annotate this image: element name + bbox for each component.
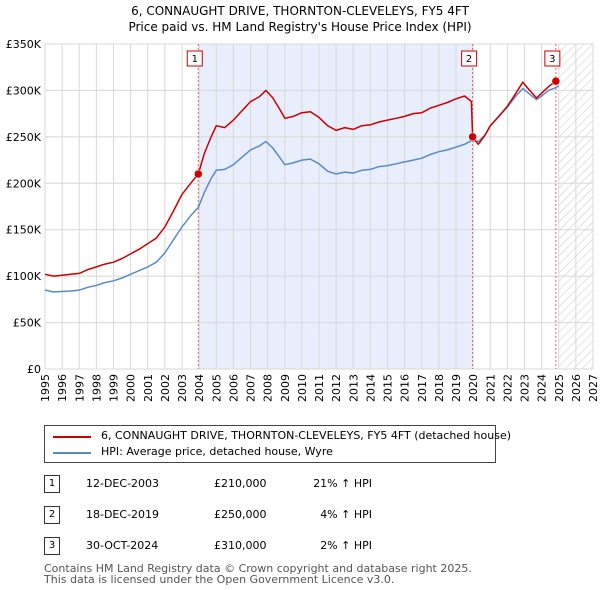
sale-point <box>194 169 203 179</box>
legend: 6, CONNAUGHT DRIVE, THORNTON-CLEVELEYS, … <box>44 425 511 463</box>
x-tick-label: 2012 <box>330 374 343 402</box>
x-tick-label: 2013 <box>347 374 360 402</box>
sale-label-box <box>186 50 203 67</box>
x-tick-label: 2002 <box>159 374 172 402</box>
sale-label-text: 2 <box>466 54 472 65</box>
sale-label-box <box>544 50 561 67</box>
x-tick-label: 2023 <box>519 374 532 402</box>
x-tick-label: 2004 <box>193 374 206 402</box>
x-tick-label: 1995 <box>39 374 52 402</box>
sale-hpi-diff: 4% ↑ HPI <box>320 508 372 521</box>
legend-label-property: 6, CONNAUGHT DRIVE, THORNTON-CLEVELEYS, … <box>101 429 512 442</box>
x-tick-label: 2017 <box>416 374 429 402</box>
chart-title-line1: 6, CONNAUGHT DRIVE, THORNTON-CLEVELEYS, … <box>131 4 469 18</box>
x-tick-label: 2008 <box>262 374 275 402</box>
property-price-line <box>44 78 560 277</box>
sale-hpi-diff: 2% ↑ HPI <box>320 539 372 552</box>
legend-swatch-property <box>53 436 91 438</box>
sale-label-text: 3 <box>549 54 555 65</box>
sale-price: £210,000 <box>214 477 267 490</box>
x-tick-label: 1997 <box>73 374 86 402</box>
x-tick-label: 1998 <box>90 374 103 402</box>
x-tick-label: 2001 <box>142 374 155 402</box>
y-tick-label: £300K <box>6 84 42 97</box>
ownership-shade <box>198 44 473 369</box>
y-tick-label: £100K <box>6 270 42 283</box>
sale-hpi-diff: 21% ↑ HPI <box>313 477 372 490</box>
y-tick-label: £350K <box>6 38 42 51</box>
sale-number-badge: 3 <box>44 537 60 555</box>
price-chart: 1 2 3 £0 £50K £100K £150K £200K £250K £300K £350K 1… <box>6 38 600 402</box>
sale-price: £310,000 <box>214 539 267 552</box>
footer-copyright: Contains HM Land Registry data © Crown c… <box>44 562 472 575</box>
x-tick-label: 2021 <box>484 374 497 402</box>
sale-date: 18-DEC-2019 <box>86 508 160 521</box>
x-tick-label: 2016 <box>399 374 412 402</box>
sale-date: 30-OCT-2024 <box>86 539 159 552</box>
x-tick-label: 1999 <box>108 374 121 402</box>
legend-label-hpi: HPI: Average price, detached house, Wyre <box>101 445 333 458</box>
y-tick-label: £50K <box>13 317 42 330</box>
sale-number-badge: 2 <box>44 506 60 524</box>
legend-swatch-hpi <box>53 452 91 454</box>
sale-number-badge: 1 <box>44 475 60 493</box>
x-tick-label: 2015 <box>382 374 395 402</box>
x-tick-label: 2027 <box>587 374 600 402</box>
x-tick-label: 2018 <box>433 374 446 402</box>
x-tick-label: 2024 <box>536 374 549 402</box>
x-tick-label: 2009 <box>279 374 292 402</box>
x-tick-label: 2010 <box>296 374 309 402</box>
sale-label-text: 1 <box>192 54 198 65</box>
x-tick-label: 2003 <box>176 374 189 402</box>
x-tick-label: 2020 <box>467 374 480 402</box>
x-tick-label: 2000 <box>125 374 138 402</box>
x-tick-label: 1996 <box>56 374 69 402</box>
x-tick-label: 2007 <box>245 374 258 402</box>
y-tick-label: £200K <box>6 177 42 190</box>
x-tick-label: 2011 <box>313 374 326 402</box>
x-tick-label: 2005 <box>210 374 223 402</box>
x-tick-label: 2026 <box>570 374 583 402</box>
chart-title-line2: Price paid vs. HM Land Registry's House … <box>128 20 472 34</box>
x-tick-label: 2025 <box>553 374 566 402</box>
sale-date: 12-DEC-2003 <box>86 477 160 490</box>
x-tick-label: 2019 <box>450 374 463 402</box>
sale-label-box <box>461 50 478 67</box>
y-tick-label: £250K <box>6 131 42 144</box>
sale-price: £250,000 <box>214 508 267 521</box>
footer-license: This data is licensed under the Open Gov… <box>44 573 395 586</box>
y-tick-label: £150K <box>6 224 42 237</box>
x-tick-label: 2022 <box>501 374 514 402</box>
x-tick-label: 2014 <box>364 374 377 402</box>
sale-point <box>468 132 477 142</box>
y-tick-label: £0 <box>27 363 41 376</box>
sale-point <box>551 76 561 86</box>
x-tick-label: 2006 <box>227 374 240 402</box>
